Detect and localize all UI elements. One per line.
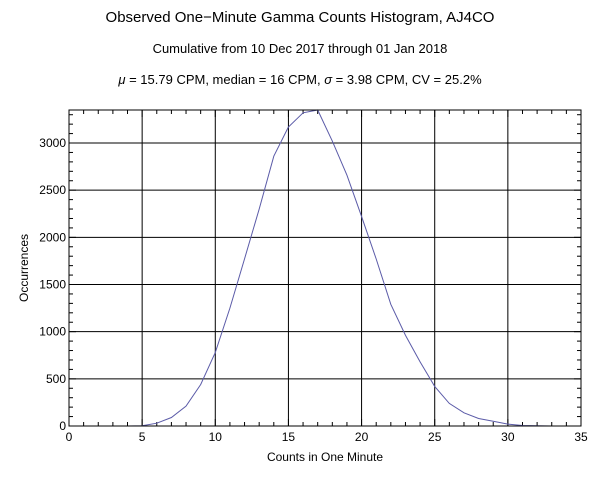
minor-ticks [68,110,582,427]
y-tick-label: 3000 [39,136,66,150]
y-tick-labels: 0 500 1000 1500 2000 2500 3000 [39,136,66,433]
y-tick-label: 1500 [39,278,66,292]
plot-frame [68,109,582,427]
grid-lines [69,110,581,426]
x-tick-label: 0 [66,430,73,444]
y-tick-label: 2000 [39,230,66,244]
x-tick-label: 25 [428,430,442,444]
x-tick-label: 10 [209,430,223,444]
y-tick-label: 2500 [39,183,66,197]
y-axis-label: Occurrences [17,234,31,302]
x-tick-labels: 0 5 10 15 20 25 30 35 [66,430,588,444]
mu-text: = 15.79 CPM, median = 16 CPM, [125,72,325,87]
y-tick-label: 500 [46,372,66,386]
chart-stats: μ = 15.79 CPM, median = 16 CPM, σ = 3.98… [0,72,600,87]
y-tick-label: 1000 [39,325,66,339]
x-tick-label: 5 [139,430,146,444]
series-line [69,109,581,427]
x-tick-label: 15 [282,430,296,444]
sigma-text: = 3.98 CPM, CV = 25.2% [332,72,482,87]
x-tick-label: 35 [574,430,588,444]
chart-title: Observed One−Minute Gamma Counts Histogr… [105,9,495,26]
sigma-symbol: σ [324,72,333,87]
chart-subtitle: Cumulative from 10 Dec 2017 through 01 J… [152,41,448,56]
mu-symbol: μ [118,72,126,87]
x-axis-label: Counts in One Minute [267,450,383,464]
x-tick-label: 30 [501,430,515,444]
y-tick-label: 0 [59,419,66,433]
x-tick-label: 20 [355,430,369,444]
